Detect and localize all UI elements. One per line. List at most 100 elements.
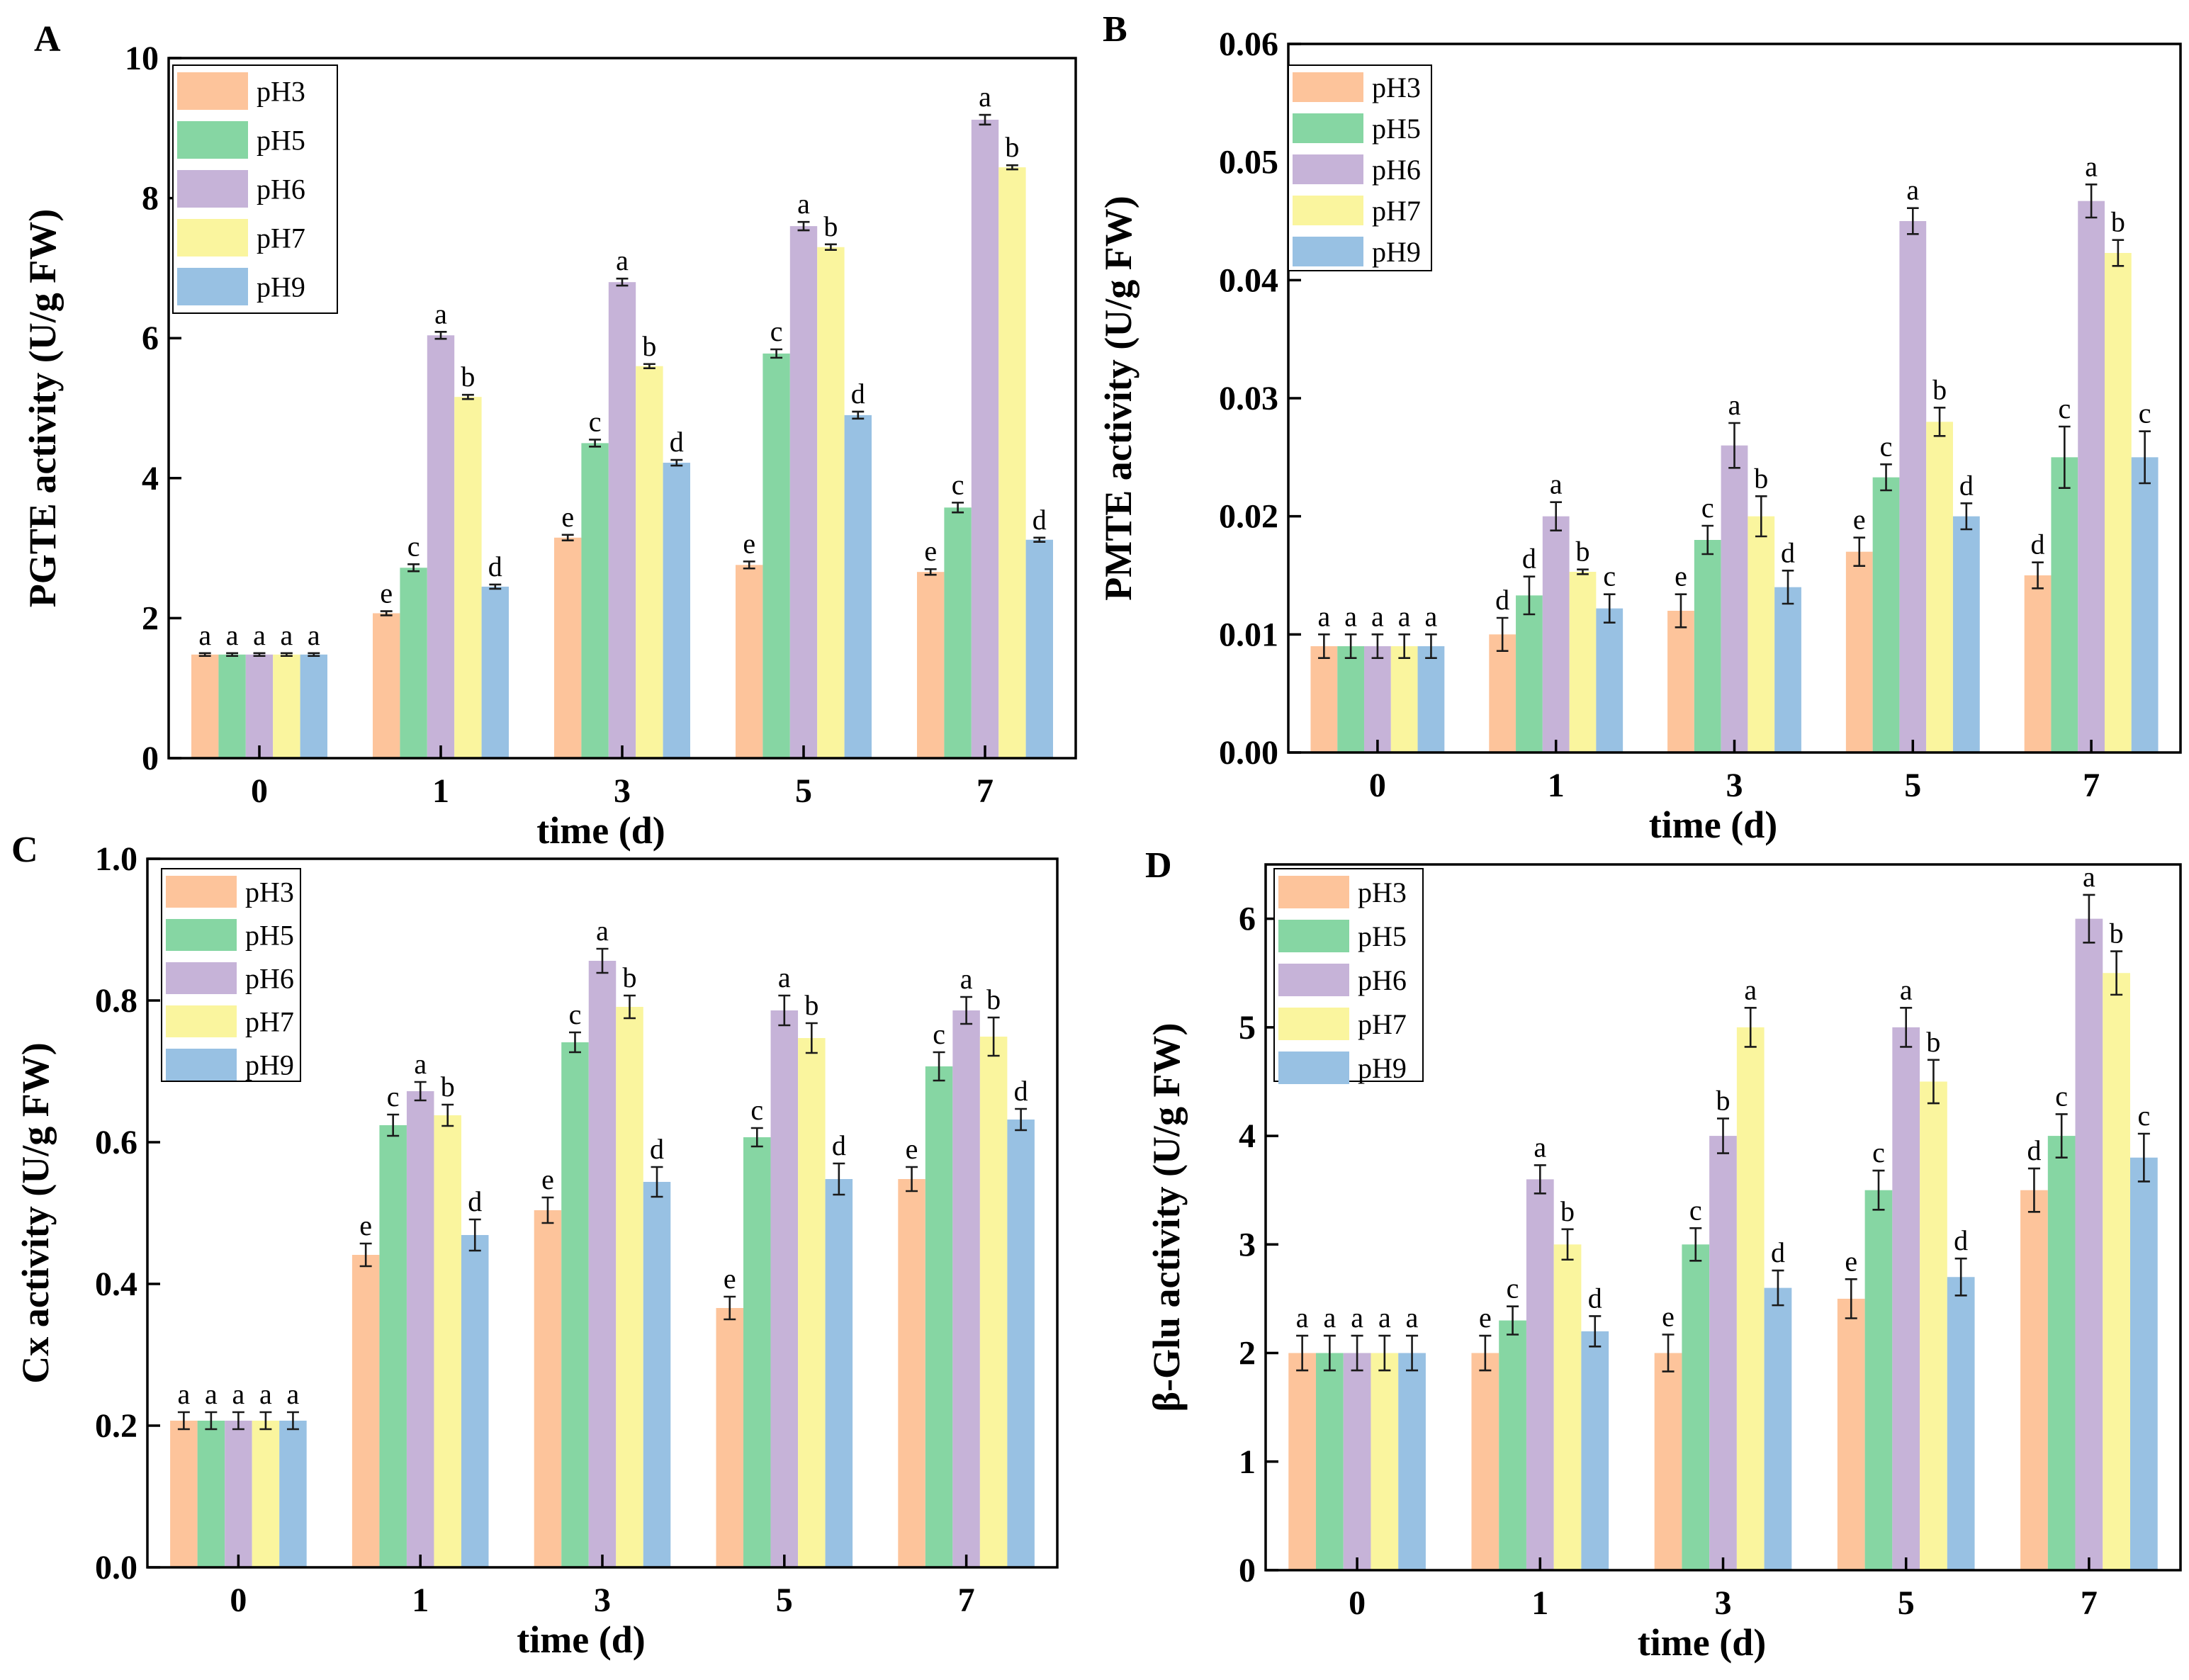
bar-ph3-day-5 xyxy=(716,1308,744,1567)
bar-ph3-day-3 xyxy=(554,537,582,758)
error-bar-ph7-day-5 xyxy=(805,1022,818,1054)
significance-label: c xyxy=(1689,1194,1702,1226)
y-axis-title: β-Glu activity (U/g FW) xyxy=(1145,1023,1188,1412)
error-bar-ph5-day-3 xyxy=(1701,524,1714,556)
bar-ph7-day-1 xyxy=(454,397,482,758)
significance-label: e xyxy=(1662,1300,1675,1332)
legend-label: pH7 xyxy=(257,222,305,254)
x-tick-label: 0 xyxy=(1369,767,1386,804)
bar-ph7-day-1 xyxy=(1569,572,1597,752)
error-bar-ph5-day-1 xyxy=(1523,575,1536,616)
significance-label: d xyxy=(1959,469,1974,501)
bar-ph5-day-0 xyxy=(197,1421,225,1567)
significance-label: a xyxy=(1900,974,1913,1005)
bar-ph3-day-0 xyxy=(1288,1353,1317,1570)
error-bar-ph5-day-5 xyxy=(1872,1169,1885,1211)
bar-ph3-day-7 xyxy=(2020,1190,2048,1570)
bar-ph7-day-7 xyxy=(2103,973,2130,1570)
bar-ph9-day-1 xyxy=(1596,608,1624,752)
x-tick-label: 3 xyxy=(1715,1584,1732,1622)
bar-ph6-day-7 xyxy=(2078,201,2105,753)
error-bar-ph9-day-7 xyxy=(2139,430,2151,485)
error-bar-ph7-day-0 xyxy=(1378,1334,1391,1372)
bar-ph9-day-0 xyxy=(279,1421,307,1567)
legend-swatch-ph3 xyxy=(1293,72,1363,102)
significance-label: a xyxy=(1323,1302,1336,1334)
error-bar-ph5-day-5 xyxy=(770,348,783,359)
error-bar-ph6-day-7 xyxy=(960,996,973,1025)
significance-label: b xyxy=(1926,1026,1940,1058)
significance-label: d xyxy=(1495,584,1509,616)
legend-label: pH6 xyxy=(245,963,294,995)
error-bar-ph9-day-7 xyxy=(2137,1132,2150,1183)
error-bar-ph3-day-7 xyxy=(2032,561,2044,590)
significance-label: a xyxy=(414,1048,427,1080)
x-axis-title: time (d) xyxy=(517,1618,645,1661)
bar-ph3-day-3 xyxy=(1667,611,1694,752)
significance-label: a xyxy=(1728,389,1741,421)
y-tick-label: 10 xyxy=(125,40,159,77)
error-bar-ph3-day-1 xyxy=(1479,1334,1492,1372)
error-bar-ph5-day-7 xyxy=(2059,425,2071,489)
significance-label: d xyxy=(468,1185,482,1217)
bar-ph7-day-7 xyxy=(998,167,1026,759)
x-tick-label: 1 xyxy=(432,772,449,810)
significance-label: a xyxy=(979,81,991,113)
error-bar-ph6-day-5 xyxy=(1906,207,1919,235)
bar-ph6-day-0 xyxy=(225,1421,252,1567)
y-tick-label: 0.06 xyxy=(1219,26,1278,63)
error-bar-ph5-day-0 xyxy=(1344,633,1357,659)
error-bar-ph3-day-5 xyxy=(743,560,755,570)
bar-ph5-day-1 xyxy=(400,568,427,758)
error-bar-ph3-day-5 xyxy=(1853,536,1866,567)
bar-ph9-day-7 xyxy=(1007,1120,1035,1567)
y-tick-label: 5 xyxy=(1239,1009,1256,1047)
error-bar-ph3-day-3 xyxy=(1662,1334,1675,1372)
significance-label: c xyxy=(933,1018,945,1050)
error-bar-ph6-day-1 xyxy=(1550,501,1563,531)
error-bar-ph9-day-3 xyxy=(651,1166,663,1198)
y-tick-label: 0.03 xyxy=(1219,380,1278,417)
bar-ph6-day-1 xyxy=(427,335,455,758)
legend-label: pH9 xyxy=(1372,236,1421,268)
error-bar-ph9-day-7 xyxy=(1015,1107,1028,1132)
significance-label: a xyxy=(205,1378,218,1410)
bar-ph7-day-5 xyxy=(817,247,845,758)
significance-label: c xyxy=(770,315,783,347)
significance-label: c xyxy=(407,530,420,562)
error-bar-ph7-day-5 xyxy=(1933,407,1946,437)
significance-label: c xyxy=(1507,1273,1519,1304)
error-bar-ph3-day-7 xyxy=(924,568,937,576)
bar-ph5-day-7 xyxy=(2047,1136,2076,1570)
bar-ph6-day-0 xyxy=(1364,646,1391,752)
bar-ph3-day-3 xyxy=(1654,1353,1682,1570)
x-tick-label: 5 xyxy=(1904,767,1921,804)
x-axis-title: time (d) xyxy=(1649,804,1777,846)
bar-ph7-day-5 xyxy=(1920,1081,1947,1570)
significance-label: a xyxy=(287,1378,300,1410)
significance-label: b xyxy=(623,962,637,993)
y-tick-label: 6 xyxy=(142,320,159,357)
error-bar-ph9-day-5 xyxy=(833,1162,845,1196)
bar-ph5-day-3 xyxy=(581,443,609,758)
bar-ph5-day-1 xyxy=(1499,1320,1526,1570)
bar-ph9-day-1 xyxy=(481,586,509,758)
significance-label: c xyxy=(1880,430,1893,462)
significance-label: b xyxy=(642,330,656,362)
significance-label: e xyxy=(924,535,937,567)
significance-label: d xyxy=(488,551,502,582)
significance-label: a xyxy=(778,962,791,993)
significance-label: d xyxy=(1588,1282,1602,1314)
bar-ph6-day-3 xyxy=(608,282,636,758)
panel-letter: B xyxy=(1103,9,1127,50)
significance-label: a xyxy=(1317,600,1330,632)
error-bar-ph9-day-0 xyxy=(1406,1334,1419,1372)
y-axis-title: Cx activity (U/g FW) xyxy=(14,1042,57,1383)
y-tick-label: 0.2 xyxy=(95,1407,137,1445)
error-bar-ph6-day-0 xyxy=(1371,633,1384,659)
bar-ph9-day-3 xyxy=(1764,1287,1792,1570)
bar-ph9-day-7 xyxy=(2129,1157,2158,1570)
error-bar-ph3-day-0 xyxy=(177,1411,190,1431)
